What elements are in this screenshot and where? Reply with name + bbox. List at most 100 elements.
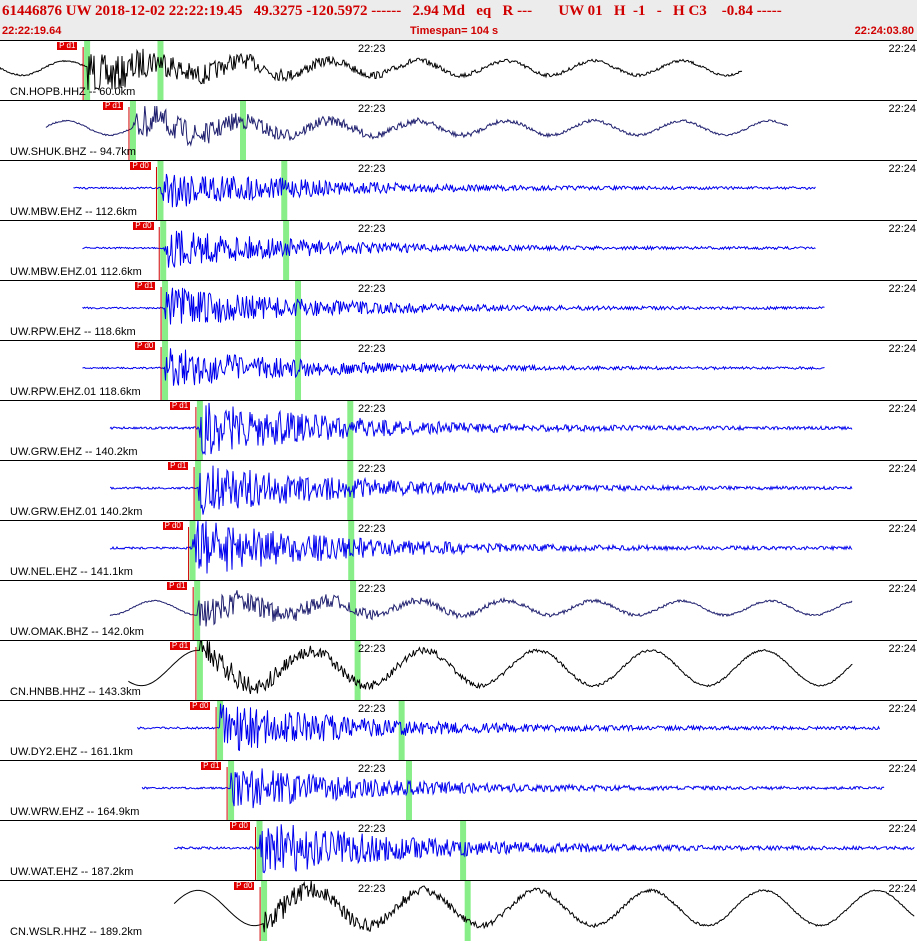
end-time: 22:24:03.80: [854, 25, 914, 37]
seismogram-trace: [173, 824, 915, 874]
trace-canvas: [109, 521, 853, 581]
trace-panel[interactable]: P d0 22:23 22:24 UW.MBW.EHZ -- 112.6km: [0, 160, 917, 221]
trace-panel[interactable]: P d1 22:23 22:24 UW.RPW.EHZ -- 118.6km: [0, 280, 917, 341]
time-tick-right: 22:24: [888, 523, 916, 535]
time-tick-mid: 22:23: [358, 283, 386, 295]
trace-canvas: [109, 461, 853, 521]
s-phase-band: [350, 581, 357, 641]
station-label: UW.WAT.EHZ -- 187.2km: [10, 866, 134, 878]
s-phase-band: [295, 281, 302, 341]
p-pick-flag[interactable]: P d1: [168, 461, 189, 470]
time-tick-right: 22:24: [888, 763, 916, 775]
trace-canvas: [73, 161, 816, 221]
trace-panel[interactable]: P d1 22:23 22:24 UW.OMAK.BHZ -- 142.0km: [0, 580, 917, 641]
trace-canvas: [109, 401, 853, 461]
time-tick-mid: 22:23: [358, 823, 386, 835]
seismogram-trace: [137, 703, 880, 752]
time-tick-mid: 22:23: [358, 463, 386, 475]
time-tick-right: 22:24: [888, 223, 916, 235]
trace-panel[interactable]: P d1 22:23 22:24 UW.GRW.EHZ -- 140.2km: [0, 400, 917, 461]
trace-panel[interactable]: P d0 22:23 22:24 UW.DY2.EHZ -- 161.1km: [0, 700, 917, 761]
time-tick-right: 22:24: [888, 643, 916, 655]
s-phase-band: [464, 881, 471, 941]
trace-canvas: [82, 281, 825, 341]
station-label: UW.MBW.EHZ -- 112.6km: [10, 206, 137, 218]
time-tick-right: 22:24: [888, 703, 916, 715]
p-pick-flag[interactable]: P d1: [102, 101, 124, 110]
trace-canvas: [173, 821, 915, 881]
time-tick-right: 22:24: [888, 343, 916, 355]
time-tick-right: 22:24: [888, 43, 916, 55]
station-label: CN.HNBB.HHZ -- 143.3km: [10, 686, 141, 698]
p-phase-band: [217, 701, 224, 761]
trace-panel[interactable]: P d1 22:23 22:24 UW.WRW.EHZ -- 164.9km: [0, 760, 917, 821]
p-pick-flag[interactable]: P d0: [135, 341, 156, 350]
s-phase-band: [460, 821, 467, 881]
p-phase-band: [261, 881, 268, 941]
time-tick-mid: 22:23: [358, 703, 386, 715]
trace-canvas: [128, 641, 853, 701]
time-tick-mid: 22:23: [358, 103, 386, 115]
station-label: CN.WSLR.HHZ -- 189.2km: [10, 926, 143, 938]
trace-panel[interactable]: P d1 22:23 22:24 UW.SHUK.BHZ -- 94.7km: [0, 100, 917, 161]
p-pick-flag[interactable]: P d1: [169, 641, 191, 650]
event-summary: 61446876 UW 2018-12-02 22:22:19.45 49.32…: [2, 3, 782, 19]
trace-panel[interactable]: P d0 22:23 22:24 UW.RPW.EHZ.01 118.6km: [0, 340, 917, 401]
p-pick-flag[interactable]: P d1: [57, 41, 78, 50]
trace-panel[interactable]: P d0 22:23 22:24 UW.WAT.EHZ -- 187.2km: [0, 820, 917, 881]
s-phase-band: [405, 761, 412, 821]
p-pick-flag[interactable]: P d0: [234, 881, 255, 890]
station-label: UW.MBW.EHZ.01 112.6km: [10, 266, 142, 278]
trace-panel[interactable]: P d0 22:23 22:24 UW.NEL.EHZ -- 141.1km: [0, 520, 917, 581]
s-phase-band: [240, 101, 247, 161]
seismogram-trace: [128, 641, 853, 695]
trace-canvas: [173, 881, 915, 941]
p-pick-flag[interactable]: P d0: [229, 821, 250, 830]
seismogram-trace: [82, 230, 816, 268]
p-pick-flag[interactable]: P d1: [169, 401, 191, 410]
p-pick-flag[interactable]: P d1: [167, 581, 188, 590]
time-tick-mid: 22:23: [358, 163, 386, 175]
seismogram-trace: [109, 402, 853, 456]
trace-canvas: [109, 581, 853, 641]
trace-canvas: [82, 221, 816, 281]
timespan-label: Timespan= 104 s: [410, 25, 499, 37]
time-tick-right: 22:24: [888, 583, 916, 595]
time-tick-right: 22:24: [888, 823, 916, 835]
p-phase-band: [196, 641, 203, 701]
seismogram-trace: [73, 173, 816, 208]
s-phase-band: [354, 641, 361, 701]
p-pick-flag[interactable]: P d1: [201, 761, 222, 770]
time-tick-right: 22:24: [888, 283, 916, 295]
trace-panel[interactable]: P d1 22:23 22:24 CN.HOPB.HHZ -- 60.0km: [0, 40, 917, 101]
p-pick-flag[interactable]: P d0: [133, 221, 154, 230]
p-phase-band: [189, 521, 196, 581]
seismogram-trace: [45, 105, 789, 147]
station-label: UW.GRW.EHZ -- 140.2km: [10, 446, 138, 458]
seismogram-trace: [82, 348, 825, 386]
time-tick-mid: 22:23: [358, 583, 386, 595]
seismogram-trace: [82, 287, 825, 325]
s-phase-band: [347, 461, 354, 521]
seismogram-trace: [0, 48, 743, 91]
trace-panel[interactable]: P d0 22:23 22:24 CN.WSLR.HHZ -- 189.2km: [0, 880, 917, 941]
time-tick-mid: 22:23: [358, 403, 386, 415]
p-pick-flag[interactable]: P d0: [190, 701, 211, 710]
station-label: UW.DY2.EHZ -- 161.1km: [10, 746, 133, 758]
trace-panel[interactable]: P d1 22:23 22:24 UW.GRW.EHZ.01 140.2km: [0, 460, 917, 521]
time-tick-right: 22:24: [888, 163, 916, 175]
p-pick-flag[interactable]: P d1: [135, 281, 156, 290]
p-phase-band: [256, 821, 263, 881]
seismogram-trace: [109, 465, 853, 515]
start-time: 22:22:19.64: [2, 25, 62, 37]
trace-canvas: [82, 341, 825, 401]
p-pick-flag[interactable]: P d0: [162, 521, 183, 530]
time-tick-mid: 22:23: [358, 883, 386, 895]
trace-panel[interactable]: P d0 22:23 22:24 UW.MBW.EHZ.01 112.6km: [0, 220, 917, 281]
station-label: UW.NEL.EHZ -- 141.1km: [10, 566, 133, 578]
s-phase-band: [281, 161, 288, 221]
s-phase-band: [347, 401, 354, 461]
trace-panel[interactable]: P d1 22:23 22:24 CN.HNBB.HHZ -- 143.3km: [0, 640, 917, 701]
p-pick-flag[interactable]: P d0: [130, 161, 151, 170]
station-label: UW.GRW.EHZ.01 140.2km: [10, 506, 143, 518]
